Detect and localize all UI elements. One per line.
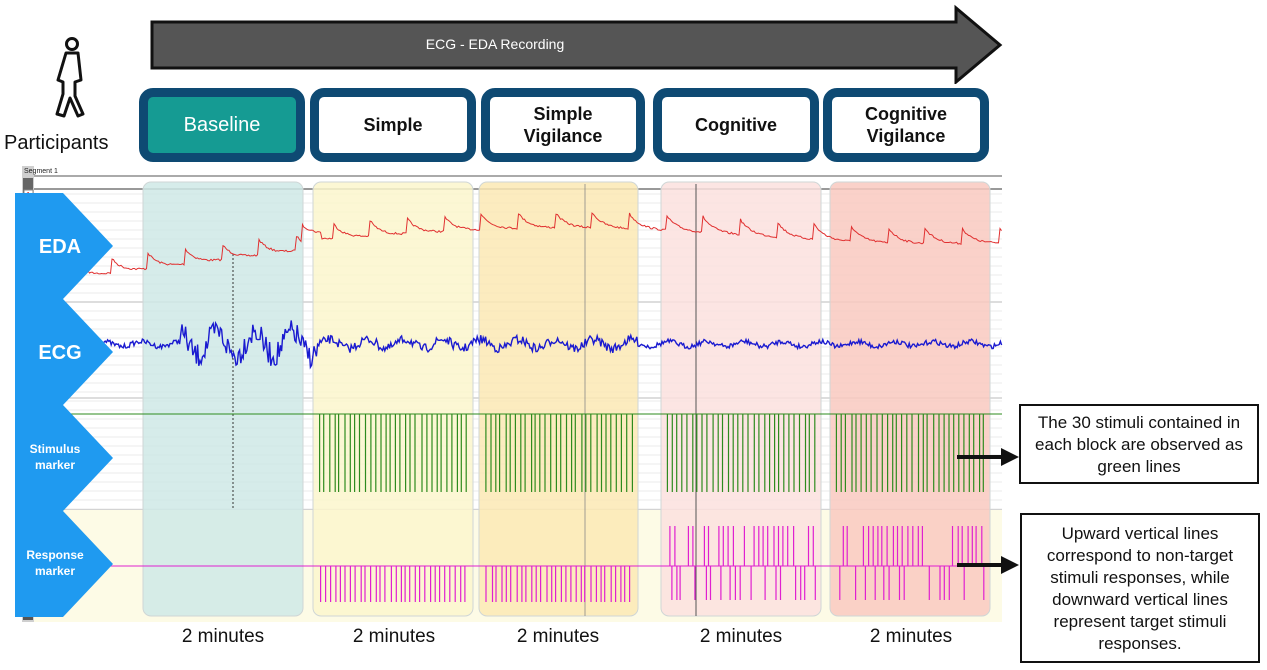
recording-label: ECG - EDA Recording [425,36,565,52]
callout-stimulus: The 30 stimuli contained in each block a… [1019,404,1259,484]
block-background [142,181,304,617]
block-background [312,181,474,617]
phase-cognitive-vigilance: Cognitive Vigilance [823,88,989,162]
phase-label: Cognitive Vigilance [864,104,947,146]
trace-panel: Segment 1 1 2 3 4 [22,166,1003,622]
ecg-trace [97,320,1003,370]
duration-baseline: 2 minutes [181,626,265,647]
channel-label-stimulus: Stimulus marker [29,442,81,472]
walking-person-icon [55,37,85,118]
eda-trace [87,212,1002,275]
phase-simple: Simple [310,88,476,162]
channel-label-response: Response marker [26,548,84,578]
block-background [478,181,639,617]
participants-label: Participants [4,132,109,154]
duration-cognitive: 2 minutes [699,626,783,647]
callout-arrow-stimulus [957,448,1019,466]
duration-simple: 2 minutes [352,626,436,647]
phase-label: Baseline [183,114,261,136]
phase-simple-vigilance: Simple Vigilance [481,88,645,162]
duration-simple-vigilance: 2 minutes [516,626,600,647]
callout-arrow-response [957,556,1019,574]
phase-baseline: Baseline [139,88,305,162]
channel-arrow-stimulus [15,405,113,511]
recording-arrow [150,4,1003,84]
scrollbar-thumb [23,178,33,200]
phase-label: Simple Vigilance [523,104,603,146]
block-background [660,181,822,617]
phase-cognitive: Cognitive [653,88,819,162]
block-background [829,181,991,617]
channel-arrow-ecg [15,299,113,405]
duration-cognitive-vigilance: 2 minutes [869,626,953,647]
phase-label: Cognitive [694,115,777,135]
callout-response: Upward vertical lines correspond to non-… [1020,513,1260,663]
channel-arrow-response [15,511,113,617]
channel-label-eda: EDA [38,236,82,258]
segment-label: Segment 1 [24,168,58,175]
phase-label: Simple [363,115,423,135]
channel-arrow-eda [15,193,113,299]
channel-label-ecg: ECG [38,342,82,364]
